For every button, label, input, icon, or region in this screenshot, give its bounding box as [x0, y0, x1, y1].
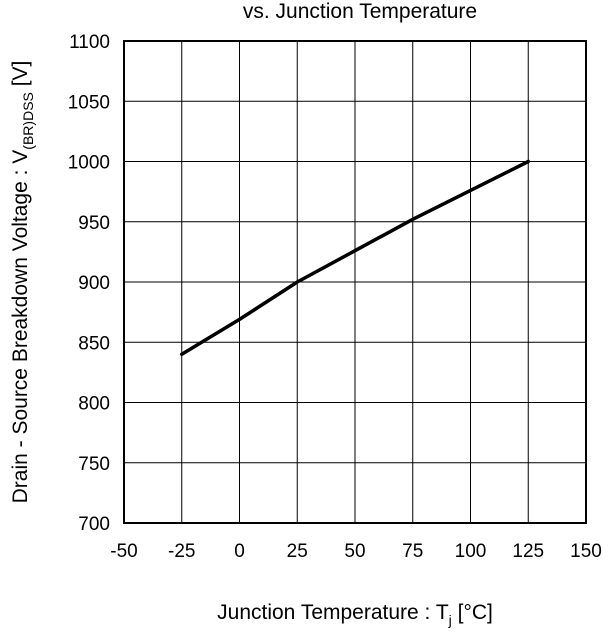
y-tick-label: 1100: [69, 32, 110, 53]
x-tick-label: 0: [234, 541, 245, 562]
grid: [124, 41, 586, 523]
x-axis-label: Junction Temperature : Tj [°C]: [217, 601, 493, 628]
y-tick-label: 1000: [68, 153, 110, 174]
series-line: [180, 159, 531, 357]
x-tick-label: 75: [402, 541, 423, 562]
series: [180, 159, 531, 357]
y-tick-label: 800: [78, 394, 110, 415]
y-tick-label: 700: [78, 514, 110, 535]
x-tick-label: 150: [570, 541, 602, 562]
x-tick-label: 50: [344, 541, 365, 562]
x-tick-label: -50: [110, 541, 137, 562]
chart-title: vs. Junction Temperature: [243, 0, 477, 23]
x-tick-labels: -50 -25 0 25 50 75 100 125 150: [110, 541, 602, 562]
y-tick-label: 850: [78, 333, 110, 354]
y-tick-labels: 700 750 800 850 900 950 1000 1050 1100: [68, 32, 110, 535]
plot-frame: [123, 40, 587, 524]
y-tick-label: 950: [78, 213, 110, 234]
x-tick-label: 100: [455, 541, 487, 562]
x-tick-label: -25: [168, 541, 195, 562]
y-tick-label: 1050: [68, 92, 110, 113]
y-tick-label: 900: [78, 273, 110, 294]
y-tick-label: 750: [78, 454, 110, 475]
y-axis-label: Drain - Source Breakdown Voltage : V(BR)…: [9, 61, 36, 504]
x-tick-label: 25: [287, 541, 308, 562]
x-tick-label: 125: [512, 541, 544, 562]
